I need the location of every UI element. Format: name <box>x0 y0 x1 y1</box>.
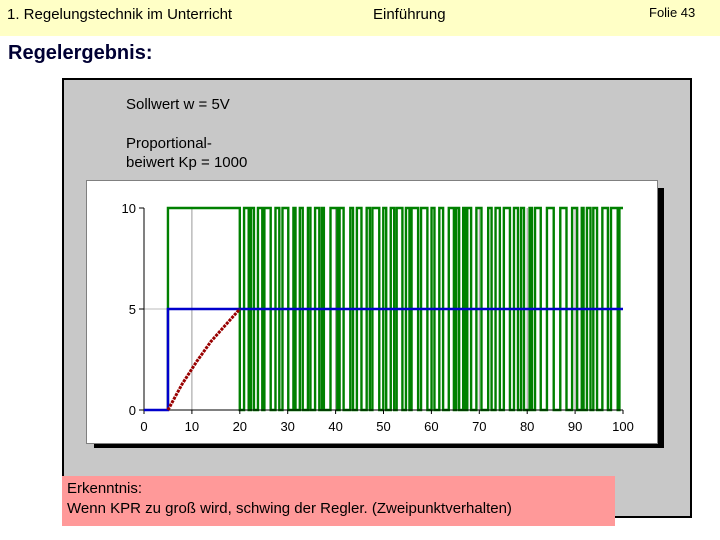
response-series <box>144 307 623 412</box>
y-tick-label: 5 <box>129 302 136 317</box>
header-slide-number: Folie 43 <box>649 5 696 20</box>
x-tick-label: 30 <box>280 419 294 434</box>
header-course-title: 1. Regelungstechnik im Unterricht <box>7 6 233 23</box>
x-tick-label: 20 <box>233 419 247 434</box>
x-tick-label: 90 <box>568 419 582 434</box>
x-tick-label: 80 <box>520 419 534 434</box>
x-tick-label: 60 <box>424 419 438 434</box>
x-tick-label: 10 <box>185 419 199 434</box>
x-tick-label: 70 <box>472 419 486 434</box>
tick-labels: 0 10 20 30 40 50 60 70 80 90 100 0 5 10 <box>122 201 634 434</box>
conclusion-box: Erkenntnis: Wenn KPR zu groß wird, schwi… <box>62 476 615 526</box>
conclusion-heading: Erkenntnis: <box>67 480 143 497</box>
setpoint-label: Sollwert w = 5V <box>126 96 230 113</box>
process-value-curve <box>166 308 241 411</box>
axes <box>139 207 624 414</box>
y-tick-label: 10 <box>122 201 136 216</box>
response-chart: 0 10 20 30 40 50 60 70 80 90 100 0 5 10 <box>122 201 634 434</box>
header-section: Einführung <box>373 6 446 23</box>
chart-area: 0 10 20 30 40 50 60 70 80 90 100 0 5 10 <box>86 180 658 444</box>
conclusion-text: Wenn KPR zu groß wird, schwing der Regle… <box>67 500 512 517</box>
x-tick-label: 0 <box>140 419 147 434</box>
y-tick-label: 0 <box>129 403 136 418</box>
setpoint-line <box>144 307 623 412</box>
x-tick-label: 100 <box>612 419 634 434</box>
x-tick-label: 40 <box>328 419 342 434</box>
gain-label-line2: beiwert Kp = 1000 <box>126 154 248 171</box>
slide-header: 1. Regelungstechnik im Unterricht Einfüh… <box>0 0 720 36</box>
slide-title: Regelergebnis: <box>8 42 153 64</box>
gain-label-line1: Proportional- <box>126 135 212 152</box>
x-tick-label: 50 <box>376 419 390 434</box>
